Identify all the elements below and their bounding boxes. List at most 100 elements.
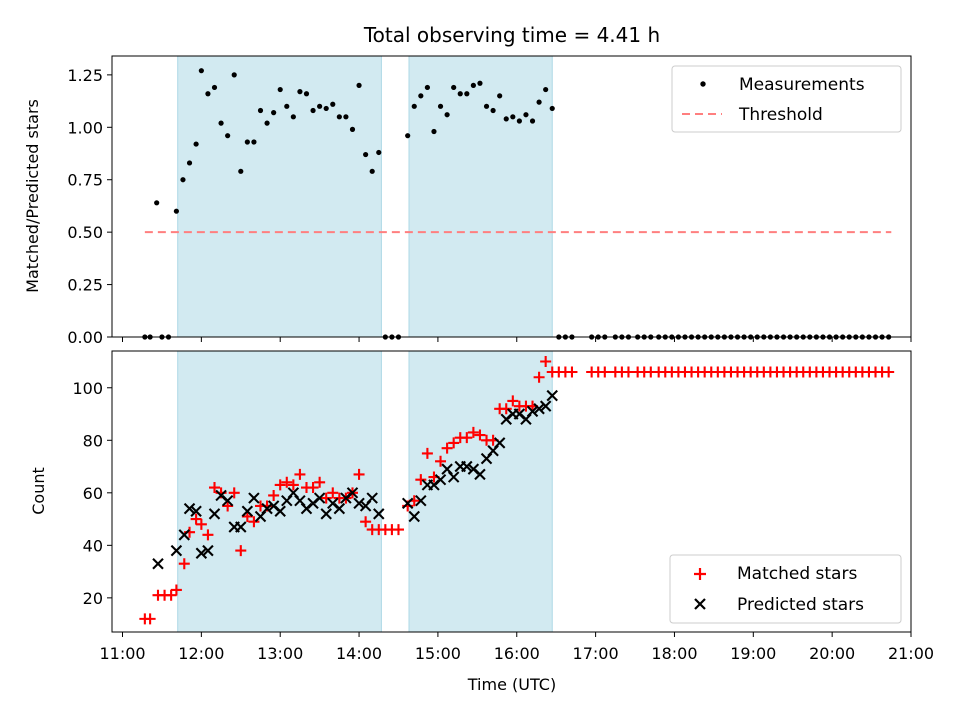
measurement-point (251, 139, 257, 145)
measurement-point (231, 72, 237, 78)
measurement-point (523, 112, 529, 118)
measurement-point (490, 107, 496, 114)
measurement-point (271, 110, 277, 116)
x-tick-label: 21:00 (888, 644, 934, 663)
measurement-point (424, 84, 430, 91)
y-tick-label: 1.25 (67, 66, 103, 85)
x-tick-label: 18:00 (651, 644, 697, 663)
measurement-point (310, 107, 316, 114)
measurement-point (451, 84, 457, 91)
y-tick-label: 1.00 (67, 118, 103, 137)
predicted-star-point (346, 487, 359, 499)
measurement-point (290, 114, 296, 120)
matched-star-point (287, 479, 299, 491)
y-tick-label: 0.75 (67, 171, 103, 190)
measurement-point (464, 91, 470, 97)
matched-star-point (222, 500, 234, 512)
predicted-star-point (539, 400, 552, 412)
matched-star-point (883, 366, 895, 378)
measurement-point (284, 103, 290, 109)
matched-star-point (507, 395, 519, 407)
matched-star-point (353, 468, 365, 480)
predicted-star-point (434, 473, 447, 486)
measurement-point (317, 103, 323, 109)
predicted-star-point (221, 494, 234, 507)
predicted-star-point (333, 502, 346, 515)
x-tick-label: 13:00 (257, 644, 303, 663)
measurement-point (297, 89, 303, 95)
matched-star-point (190, 513, 202, 525)
x-tick-label: 17:00 (573, 644, 619, 663)
measurement-point (477, 80, 483, 86)
ratio-panel: 0.00 0.25 0.50 0.75 1.00 1.25 Matched/Predict… (23, 55, 912, 347)
predicted-star-point (408, 510, 420, 523)
predicted-star-point (366, 492, 378, 504)
matched-star-point (241, 510, 253, 522)
matched-star-point (274, 479, 286, 491)
measurement-point (238, 168, 244, 174)
predicted-star-point (401, 497, 414, 510)
matched-star-point (314, 476, 326, 488)
bottom-y-axis-label: Count (29, 467, 48, 515)
top-plot-frame (111, 55, 912, 338)
predicted-star-point (195, 547, 208, 559)
matched-star-point (599, 366, 611, 378)
measurement-point (186, 160, 193, 166)
predicted-star-point (313, 492, 326, 504)
predicted-star-point (474, 468, 486, 481)
measurement-point (503, 116, 509, 122)
measurement-point (457, 91, 463, 97)
matched-star-point (474, 429, 486, 441)
predicted-star-point (208, 508, 221, 520)
matched-star-point (392, 524, 404, 536)
measurement-point (369, 168, 375, 174)
count-points (139, 356, 895, 625)
y-tick-label: 80 (83, 431, 103, 450)
top-y-axis: 0.00 0.25 0.50 0.75 1.00 1.25 (67, 66, 112, 347)
measurement-point (180, 177, 186, 183)
observing-window-1 (177, 350, 382, 633)
measurement-point (154, 200, 160, 206)
measurement-point (376, 149, 382, 156)
predicted-star-point (461, 460, 473, 473)
predicted-star-point (190, 505, 202, 517)
x-tick-label: 12:00 (178, 644, 224, 663)
bottom-legend: Matched stars Predicted stars (669, 554, 902, 624)
predicted-star-point (170, 544, 183, 557)
predicted-star-point (274, 505, 286, 517)
predicted-star-point (261, 502, 273, 515)
y-tick-label: 0.25 (67, 276, 103, 295)
measurement-point (225, 133, 231, 139)
bottom-observing-windows (177, 350, 553, 633)
matched-star-point (202, 529, 214, 541)
predicted-star-point (353, 497, 365, 510)
x-tick-label: 19:00 (730, 644, 776, 663)
matched-star-point (327, 487, 339, 499)
measurement-point (173, 208, 179, 214)
measurement-point (330, 101, 336, 107)
legend-threshold-label: Threshold (738, 105, 823, 125)
measurement-point (211, 84, 218, 91)
measurement-point (205, 91, 211, 97)
predicted-star-point (235, 521, 247, 533)
predicted-star-point (526, 405, 539, 418)
matched-star-point (170, 584, 182, 596)
measurement-point (405, 133, 411, 139)
matched-star-point (307, 482, 319, 494)
legend-measurements-marker (700, 81, 706, 87)
measurement-point (497, 93, 503, 99)
matched-star-point (144, 613, 156, 625)
measurement-point (431, 128, 437, 135)
legend-predicted-label: Predicted stars (737, 595, 864, 615)
predicted-star-point (320, 508, 332, 520)
measurement-point (323, 105, 329, 112)
y-tick-label: 40 (83, 536, 103, 555)
y-tick-label: 60 (83, 484, 103, 503)
legend-matched-marker (694, 568, 706, 580)
bottom-plot-frame (111, 350, 912, 633)
measurement-point (411, 103, 417, 109)
top-legend: Measurements Threshold (671, 65, 902, 133)
predicted-star-point (152, 557, 164, 570)
top-x-ticks (122, 337, 912, 342)
y-tick-label: 100 (72, 379, 103, 398)
